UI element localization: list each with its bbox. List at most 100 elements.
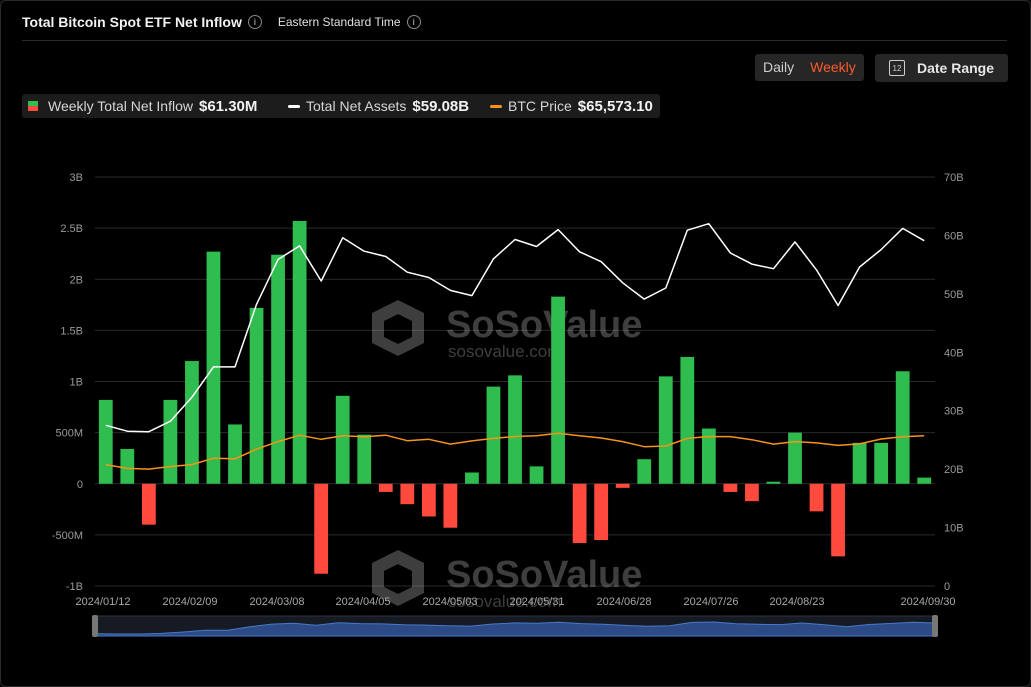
calendar-icon: 12 xyxy=(889,60,905,76)
legend-inflow-label: Weekly Total Net Inflow xyxy=(48,98,193,114)
inflow-bar[interactable] xyxy=(357,434,372,484)
header-divider xyxy=(22,40,1007,41)
inflow-bar[interactable] xyxy=(809,483,824,512)
inflow-bar[interactable] xyxy=(292,220,307,484)
left-axis-tick-label: 2.5B xyxy=(60,223,83,235)
legend-btc-value: $65,573.10 xyxy=(577,97,653,115)
left-axis-tick-label: 2B xyxy=(70,274,83,286)
inflow-bar[interactable] xyxy=(271,254,285,484)
x-axis-tick-label: 2024/02/09 xyxy=(162,596,217,608)
chart-header: Total Bitcoin Spot ETF Net Inflow i East… xyxy=(22,12,421,32)
inflow-bar[interactable] xyxy=(874,442,889,484)
inflow-bar[interactable] xyxy=(443,483,458,528)
legend-assets-value: $59.08B xyxy=(412,97,470,115)
btc-price-line[interactable] xyxy=(105,432,925,470)
x-axis-tick-label: 2024/09/30 xyxy=(900,596,955,608)
right-axis-tick-label: 30B xyxy=(944,406,964,418)
x-axis-tick-label: 2024/05/03 xyxy=(422,596,477,608)
inflow-bar[interactable] xyxy=(335,395,350,484)
watermark-url: sosovalue.com xyxy=(448,342,561,361)
sosovalue-logo-icon xyxy=(372,550,424,606)
assets-line-swatch-icon xyxy=(288,104,300,108)
x-axis-tick-label: 2024/08/23 xyxy=(769,596,824,608)
inflow-bar[interactable] xyxy=(314,483,329,574)
date-range-button[interactable]: 12 Date Range xyxy=(875,54,1008,82)
right-axis-tick-label: 40B xyxy=(944,347,964,359)
inflow-bar[interactable] xyxy=(831,483,845,557)
inflow-bar[interactable] xyxy=(637,459,652,484)
right-axis-tick-label: 60B xyxy=(944,230,964,242)
inflow-bar[interactable] xyxy=(895,371,910,484)
inflow-bar[interactable] xyxy=(723,483,738,492)
legend-assets-label: Total Net Assets xyxy=(306,98,407,114)
left-axis-tick-label: -1B xyxy=(66,581,83,593)
navigator-right-handle[interactable] xyxy=(932,615,938,637)
watermark-brand: SoSoValue xyxy=(446,554,642,596)
inflow-bar[interactable] xyxy=(141,483,156,525)
inflow-bar[interactable] xyxy=(120,448,135,484)
right-axis-tick-label: 50B xyxy=(944,289,964,301)
inflow-bar[interactable] xyxy=(788,432,802,484)
inflow-bar[interactable] xyxy=(852,442,867,484)
total-net-assets-line[interactable] xyxy=(105,222,925,433)
inflow-bar[interactable] xyxy=(465,472,479,484)
daily-tab[interactable]: Daily xyxy=(763,59,795,75)
inflow-bar[interactable] xyxy=(701,428,716,484)
sosovalue-logo-icon xyxy=(372,300,424,356)
inflow-bar[interactable] xyxy=(917,477,932,484)
inflow-bar[interactable] xyxy=(572,483,587,544)
inflow-swatch-icon xyxy=(28,101,38,111)
right-axis-tick-label: 0 xyxy=(944,581,950,593)
inflow-bar[interactable] xyxy=(745,483,759,502)
left-axis-tick-label: 3B xyxy=(70,172,83,184)
inflow-bar[interactable] xyxy=(615,483,630,488)
left-axis-tick-label: 1.5B xyxy=(60,325,83,337)
navigator-area xyxy=(94,621,936,637)
legend-assets[interactable]: Total Net Assets $59.08B xyxy=(282,94,489,118)
inflow-bar[interactable] xyxy=(486,386,501,484)
x-axis-tick-label: 2024/01/12 xyxy=(75,596,130,608)
timezone-label: Eastern Standard Time xyxy=(277,15,401,29)
inflow-bar[interactable] xyxy=(594,483,609,540)
info-icon[interactable]: i xyxy=(247,15,262,29)
x-axis-tick-label: 2024/05/31 xyxy=(509,596,564,608)
inflow-bar[interactable] xyxy=(551,296,565,484)
inflow-bar[interactable] xyxy=(228,424,242,484)
left-axis-tick-label: -500M xyxy=(52,530,83,542)
left-axis-tick-label: 1B xyxy=(70,377,83,389)
legend-inflow-value: $61.30M xyxy=(199,97,258,115)
legend-inflow[interactable]: Weekly Total Net Inflow $61.30M xyxy=(22,94,288,118)
x-axis-tick-label: 2024/06/28 xyxy=(596,596,651,608)
weekly-tab[interactable]: Weekly xyxy=(810,59,856,75)
right-axis-tick-label: 20B xyxy=(944,464,964,476)
watermark-url: sosovalue.com xyxy=(448,592,561,611)
watermark-brand: SoSoValue xyxy=(446,304,642,346)
inflow-bar[interactable] xyxy=(249,307,264,484)
x-axis-tick-label: 2024/04/05 xyxy=(335,596,390,608)
btc-line-swatch-icon xyxy=(490,104,502,108)
inflow-bar[interactable] xyxy=(529,466,544,484)
navigator-left-handle[interactable] xyxy=(92,615,98,637)
inflow-bar[interactable] xyxy=(766,481,781,484)
legend-btc-label: BTC Price xyxy=(508,98,572,114)
timezone-info-icon[interactable]: i xyxy=(406,15,421,29)
right-axis-tick-label: 70B xyxy=(944,172,964,184)
inflow-bar[interactable] xyxy=(508,375,522,484)
interval-toggle: Daily Weekly xyxy=(755,54,864,81)
inflow-bar[interactable] xyxy=(680,356,695,484)
left-axis-tick-label: 500M xyxy=(55,428,83,440)
date-range-label: Date Range xyxy=(917,60,995,76)
right-axis-tick-label: 10B xyxy=(944,523,964,535)
inflow-bar[interactable] xyxy=(378,483,393,492)
legend-btc[interactable]: BTC Price $65,573.10 xyxy=(484,94,660,118)
inflow-bar[interactable] xyxy=(658,376,673,484)
inflow-bar[interactable] xyxy=(421,483,436,517)
inflow-bar[interactable] xyxy=(400,483,415,505)
inflow-bar[interactable] xyxy=(98,399,113,484)
x-axis-tick-label: 2024/07/26 xyxy=(683,596,738,608)
x-axis-tick-label: 2024/03/08 xyxy=(249,596,304,608)
inflow-bar[interactable] xyxy=(163,399,178,484)
